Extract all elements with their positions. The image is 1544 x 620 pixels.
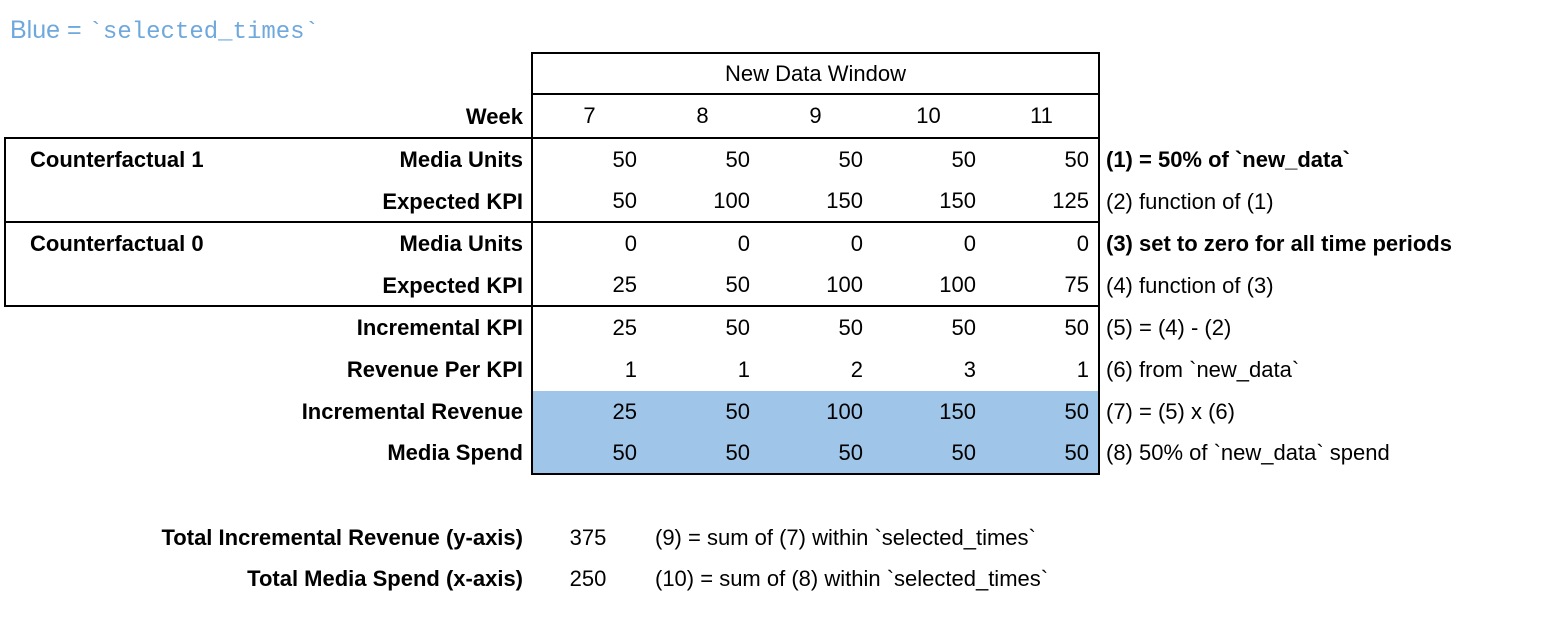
row-label-incremental-kpi: Incremental KPI	[356, 315, 523, 340]
table-cell: 1	[1076, 357, 1089, 382]
total-media-spend-label: Total Media Spend (x-axis)	[247, 566, 523, 591]
table-cell: 2	[850, 357, 863, 382]
table-cell: 50	[951, 315, 976, 340]
table-cell: 0	[1076, 231, 1089, 256]
table-cell: 150	[939, 188, 976, 213]
table-cell: 125	[1052, 188, 1089, 213]
note-3: (3) set to zero for all time periods	[1106, 231, 1452, 256]
total-incremental-revenue-value: 375	[569, 525, 607, 550]
note-7: (7) = (5) x (6)	[1106, 399, 1235, 424]
table-cell-highlighted: 50	[725, 440, 750, 465]
table-row-expected-kpi-0: 25 50 100 100 75	[533, 265, 1098, 307]
note-4: (4) function of (3)	[1106, 273, 1274, 298]
table-cell: 50	[951, 147, 976, 172]
week-number: 11	[1030, 103, 1053, 128]
counterfactual-0-label: Counterfactual 0	[30, 231, 204, 256]
legend-prefix-text: Blue =	[10, 16, 89, 44]
table-cell: 0	[963, 231, 976, 256]
row-label-incremental-revenue: Incremental Revenue	[301, 399, 523, 424]
table-cell-highlighted: 50	[951, 440, 976, 465]
table-cell: 100	[713, 188, 750, 213]
row-label-revenue-per-kpi: Revenue Per KPI	[346, 357, 523, 382]
new-data-window-header: New Data Window	[533, 54, 1098, 95]
note-1: (1) = 50% of `new_data`	[1106, 147, 1350, 172]
note-5: (5) = (4) - (2)	[1106, 315, 1232, 340]
note-9: (9) = sum of (7) within `selected_times`	[655, 525, 1036, 550]
table-cell-highlighted: 50	[725, 399, 750, 424]
table-cell: 0	[850, 231, 863, 256]
table-cell: 50	[725, 147, 750, 172]
row-label-media-spend: Media Spend	[387, 440, 523, 465]
table-row-media-spend-highlighted: 50 50 50 50 50	[533, 433, 1098, 473]
table-cell: 0	[624, 231, 637, 256]
table-cell: 0	[737, 231, 750, 256]
table-row-media-units-0: 0 0 0 0 0	[533, 223, 1098, 265]
total-incremental-revenue-label: Total Incremental Revenue (y-axis)	[161, 525, 524, 550]
table-cell-highlighted: 100	[826, 399, 863, 424]
table-cell-highlighted: 25	[612, 399, 637, 424]
note-8: (8) 50% of `new_data` spend	[1106, 440, 1390, 465]
table-cell: 50	[612, 188, 637, 213]
week-number: 10	[916, 103, 941, 128]
table-cell-highlighted: 50	[1064, 440, 1089, 465]
table-cell: 1	[737, 357, 750, 382]
note-6: (6) from `new_data`	[1106, 357, 1300, 382]
legend-code-text: `selected_times`	[88, 19, 319, 46]
table-cell: 50	[725, 315, 750, 340]
table-cell: 50	[725, 272, 750, 297]
note-10: (10) = sum of (8) within `selected_times…	[655, 566, 1049, 591]
highlight-legend: Blue = `selected_times`	[10, 16, 319, 46]
table-cell-highlighted: 50	[1064, 399, 1089, 424]
row-label-media-units-1: Media Units	[399, 147, 523, 172]
table-cell: 1	[624, 357, 637, 382]
week-number: 9	[809, 103, 822, 128]
table-cell: 50	[838, 147, 863, 172]
row-label-expected-kpi-0: Expected KPI	[382, 273, 523, 298]
note-2: (2) function of (1)	[1106, 189, 1274, 214]
table-cell: 50	[1064, 315, 1089, 340]
table-cell: 100	[939, 272, 976, 297]
row-label-expected-kpi-1: Expected KPI	[382, 189, 523, 214]
table-cell: 25	[612, 315, 637, 340]
table-cell: 3	[963, 357, 976, 382]
row-label-media-units-0: Media Units	[399, 231, 523, 256]
table-cell-highlighted: 50	[612, 440, 637, 465]
table-cell-highlighted: 150	[939, 399, 976, 424]
counterfactual-1-label: Counterfactual 1	[30, 147, 204, 172]
table-cell: 50	[612, 147, 637, 172]
table-cell: 25	[612, 272, 637, 297]
data-grid: New Data Window 7 8 9 10 11 50 50 50 50 …	[531, 52, 1100, 475]
table-row-incremental-kpi: 25 50 50 50 50	[533, 307, 1098, 349]
counterfactual-0-box	[4, 221, 531, 307]
week-number: 7	[583, 103, 596, 128]
table-row-expected-kpi-1: 50 100 150 150 125	[533, 181, 1098, 223]
total-media-spend-value: 250	[569, 566, 607, 591]
week-header-label: Week	[465, 104, 523, 129]
week-number: 8	[696, 103, 709, 128]
table-row-media-units-1: 50 50 50 50 50	[533, 139, 1098, 181]
table-cell: 75	[1064, 272, 1089, 297]
table-cell: 50	[838, 315, 863, 340]
table-cell-highlighted: 50	[838, 440, 863, 465]
week-number-row: 7 8 9 10 11	[533, 95, 1098, 139]
table-row-revenue-per-kpi: 1 1 2 3 1	[533, 349, 1098, 391]
table-cell: 50	[1064, 147, 1089, 172]
table-cell: 150	[826, 188, 863, 213]
table-cell: 100	[826, 272, 863, 297]
table-row-incremental-revenue-highlighted: 25 50 100 150 50	[533, 391, 1098, 433]
